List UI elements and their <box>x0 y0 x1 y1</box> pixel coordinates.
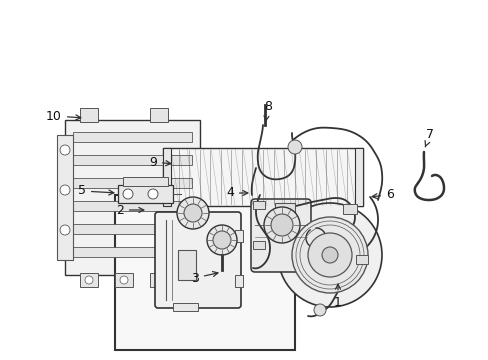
FancyBboxPatch shape <box>155 212 241 308</box>
Bar <box>80 273 98 287</box>
Bar <box>73 224 192 234</box>
Bar <box>73 247 192 257</box>
Text: 7: 7 <box>424 129 433 147</box>
Bar <box>163 148 362 206</box>
Circle shape <box>264 207 299 243</box>
Circle shape <box>60 225 70 235</box>
Circle shape <box>287 140 302 154</box>
Text: 3: 3 <box>191 271 218 284</box>
Text: 5: 5 <box>78 184 114 198</box>
Circle shape <box>60 185 70 195</box>
Bar <box>123 177 168 186</box>
Bar <box>115 273 133 287</box>
Bar <box>118 185 173 203</box>
Circle shape <box>183 204 202 222</box>
Bar <box>252 241 264 249</box>
Bar <box>235 275 243 287</box>
Bar <box>65 120 200 275</box>
Circle shape <box>184 276 193 284</box>
Text: 10: 10 <box>46 109 81 122</box>
Circle shape <box>60 145 70 155</box>
Circle shape <box>155 276 163 284</box>
Bar <box>80 108 98 122</box>
Circle shape <box>291 217 367 293</box>
FancyBboxPatch shape <box>250 199 310 272</box>
Text: 6: 6 <box>371 189 393 202</box>
Bar <box>235 230 243 242</box>
Bar <box>342 204 356 214</box>
Bar <box>73 132 192 142</box>
Bar <box>73 178 192 188</box>
Circle shape <box>213 231 230 249</box>
Bar <box>57 135 73 260</box>
Bar <box>180 273 198 287</box>
Circle shape <box>120 276 128 284</box>
Bar <box>150 108 168 122</box>
Circle shape <box>307 233 351 277</box>
Circle shape <box>321 247 337 263</box>
Circle shape <box>177 197 208 229</box>
Bar <box>354 148 362 206</box>
Bar <box>252 201 264 209</box>
Text: 1: 1 <box>333 284 341 309</box>
Bar <box>173 303 198 311</box>
Bar <box>178 250 196 280</box>
Bar <box>355 255 367 264</box>
Bar <box>73 155 192 165</box>
Circle shape <box>278 203 381 307</box>
Circle shape <box>313 304 325 316</box>
Bar <box>73 201 192 211</box>
Text: 8: 8 <box>264 100 271 121</box>
Text: 2: 2 <box>116 203 143 216</box>
Bar <box>150 273 168 287</box>
Text: 4: 4 <box>225 186 247 199</box>
Text: 9: 9 <box>149 156 170 168</box>
Circle shape <box>148 189 158 199</box>
Circle shape <box>85 276 93 284</box>
Bar <box>163 148 171 206</box>
Bar <box>274 203 294 213</box>
Bar <box>115 195 294 350</box>
Circle shape <box>270 214 292 236</box>
Circle shape <box>123 189 133 199</box>
Circle shape <box>206 225 237 255</box>
